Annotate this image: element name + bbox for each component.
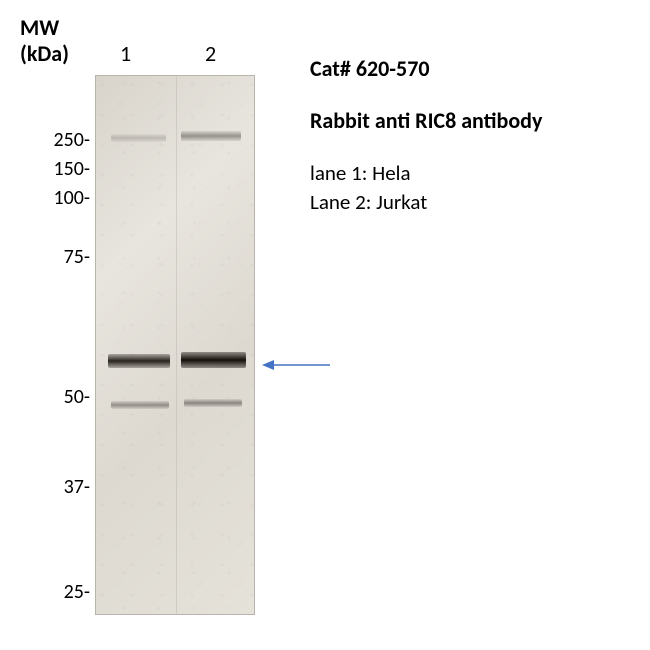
western-blot <box>95 75 255 615</box>
indicator-arrow <box>262 355 332 380</box>
mw-label-2: (kDa) <box>20 41 69 67</box>
mw-marker-37: 37- <box>20 475 90 499</box>
mw-marker-25: 25- <box>20 580 90 604</box>
lane2-description: Lane 2: Jurkat <box>310 188 542 217</box>
band-lane2-48kda <box>184 399 242 407</box>
blot-noise-texture <box>96 76 254 614</box>
catalog-number: Cat# 620-570 <box>310 55 542 82</box>
band-lane1-60kda-main <box>108 354 170 368</box>
antibody-name: Rabbit anti RIC8 antibody <box>310 107 542 134</box>
lane-number-2: 2 <box>205 40 216 67</box>
mw-header: MW (kDa) <box>20 15 69 68</box>
arrow-icon <box>262 355 332 375</box>
mw-label-1: MW <box>20 15 69 41</box>
lane-descriptions: lane 1: Hela Lane 2: Jurkat <box>310 159 542 218</box>
mw-marker-50: 50- <box>20 385 90 409</box>
mw-marker-150: 150- <box>20 157 90 181</box>
mw-marker-250: 250- <box>20 128 90 152</box>
info-panel: Cat# 620-570 Rabbit anti RIC8 antibody l… <box>310 55 542 218</box>
band-lane2-60kda-main <box>181 352 246 368</box>
mw-marker-100: 100- <box>20 186 90 210</box>
lane-number-1: 1 <box>120 40 131 67</box>
band-lane2-250kda <box>181 131 241 141</box>
mw-marker-75: 75- <box>20 245 90 269</box>
lane-divider <box>176 76 177 614</box>
band-lane1-48kda <box>111 401 169 409</box>
lane1-description: lane 1: Hela <box>310 159 542 188</box>
band-lane1-250kda <box>111 134 166 142</box>
